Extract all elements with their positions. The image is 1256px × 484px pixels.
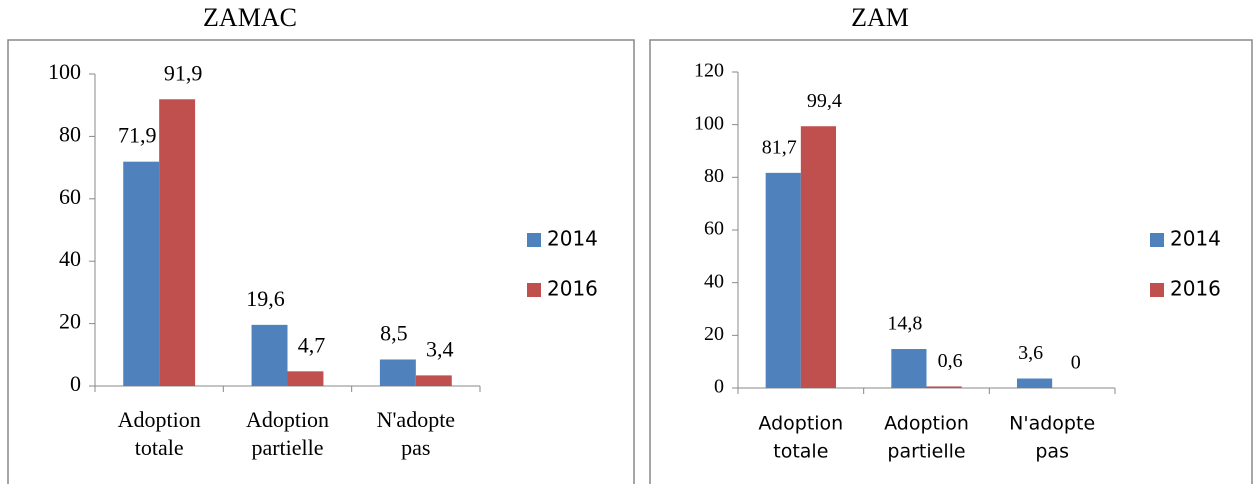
x-tick-label: pas xyxy=(401,435,430,460)
data-label: 4,7 xyxy=(298,332,326,357)
y-tick-label: 20 xyxy=(59,309,81,334)
legend-swatch xyxy=(1150,233,1164,247)
bar xyxy=(1016,378,1053,388)
x-tick-label: Adoption xyxy=(758,413,843,435)
x-tick-label: totale xyxy=(135,435,184,460)
bar xyxy=(765,172,801,388)
x-tick-label: Adoption xyxy=(118,407,201,432)
x-tick-label: partielle xyxy=(251,435,323,460)
data-label: 99,4 xyxy=(807,90,842,112)
y-tick-label: 40 xyxy=(704,270,724,292)
bar xyxy=(415,375,452,386)
x-tick-label: Adoption xyxy=(246,407,329,432)
bar xyxy=(379,359,416,386)
y-tick-label: 0 xyxy=(70,371,81,396)
data-label: 14,8 xyxy=(887,313,922,335)
bar xyxy=(251,324,288,386)
y-tick-label: 60 xyxy=(704,218,724,240)
y-tick-label: 0 xyxy=(714,376,724,398)
x-tick-label: totale xyxy=(773,441,828,463)
chart-title: ZAMAC xyxy=(203,3,297,32)
data-label: 0 xyxy=(1071,352,1081,374)
y-tick-label: 60 xyxy=(59,184,81,209)
data-label: 3,4 xyxy=(426,336,454,361)
y-tick-label: 120 xyxy=(694,60,724,82)
x-tick-label: partielle xyxy=(887,441,965,463)
bar xyxy=(287,371,324,386)
x-tick-label: N'adopte xyxy=(1009,413,1095,435)
bar xyxy=(891,349,927,388)
y-tick-label: 100 xyxy=(48,59,81,84)
data-label: 91,9 xyxy=(164,60,203,85)
y-tick-label: 100 xyxy=(694,112,724,134)
x-tick-label: N'adopte xyxy=(377,407,456,432)
data-label: 3,6 xyxy=(1018,342,1043,364)
data-label: 19,6 xyxy=(246,286,285,311)
legend-label: 2016 xyxy=(547,277,598,301)
legend-swatch xyxy=(527,283,541,297)
data-label: 0,6 xyxy=(938,350,963,372)
y-tick-label: 40 xyxy=(59,246,81,271)
data-label: 71,9 xyxy=(118,123,157,148)
y-tick-label: 80 xyxy=(704,165,724,187)
y-tick-label: 20 xyxy=(704,323,724,345)
bar xyxy=(159,99,196,386)
legend-label: 2014 xyxy=(1170,227,1221,251)
bar xyxy=(800,126,837,388)
legend-label: 2014 xyxy=(547,227,598,251)
bar xyxy=(123,161,160,386)
legend-swatch xyxy=(1150,283,1164,297)
legend-swatch xyxy=(527,233,541,247)
legend-label: 2016 xyxy=(1170,277,1221,301)
bar xyxy=(926,386,962,388)
y-tick-label: 80 xyxy=(59,121,81,146)
x-tick-label: Adoption xyxy=(884,413,969,435)
data-label: 81,7 xyxy=(762,136,797,158)
data-label: 8,5 xyxy=(380,321,408,346)
chart-frame xyxy=(7,39,635,484)
x-tick-label: pas xyxy=(1035,441,1069,463)
chart-frame xyxy=(649,39,1253,484)
chart-title: ZAM xyxy=(851,3,909,32)
